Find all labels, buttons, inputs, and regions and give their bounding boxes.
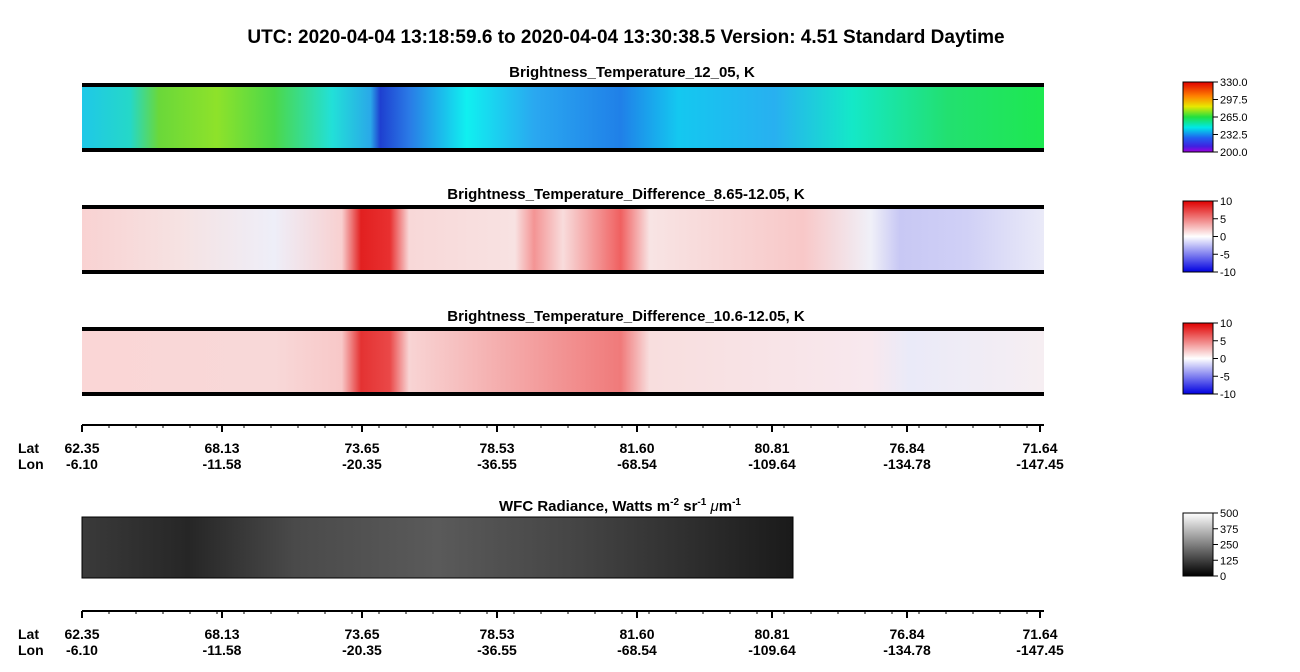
colorbar bbox=[1182, 322, 1214, 395]
lat-value: 62.35 bbox=[64, 440, 99, 456]
colorbar-label: 330.0 bbox=[1220, 77, 1248, 89]
colorbar-label: -5 bbox=[1220, 249, 1230, 261]
lon-value: -11.58 bbox=[203, 456, 242, 472]
colorbar-label: 250 bbox=[1220, 540, 1238, 552]
lon-value: -134.78 bbox=[883, 456, 931, 472]
title-part: μ bbox=[710, 498, 719, 515]
lat-value: 73.65 bbox=[344, 626, 379, 642]
lon-value: -134.78 bbox=[883, 642, 931, 658]
lon-value: -147.45 bbox=[1016, 642, 1064, 658]
title-part: WFC Radiance, Watts m bbox=[499, 498, 670, 515]
colorbar bbox=[1182, 81, 1214, 153]
colorbar-label: 0 bbox=[1220, 571, 1226, 583]
panel-title: WFC Radiance, Watts m-2 sr-1 μm-1 bbox=[499, 497, 741, 515]
colorbar-label: 265.0 bbox=[1220, 112, 1248, 124]
colorbar-label: 297.5 bbox=[1220, 95, 1248, 107]
colorbar-label: 375 bbox=[1220, 524, 1238, 536]
colorbar-label: 5 bbox=[1220, 214, 1226, 226]
panel-title: Brightness_Temperature_12_05, K bbox=[509, 64, 755, 81]
title: UTC: 2020-04-04 13:18:59.6 to 2020-04-04… bbox=[247, 27, 1004, 48]
panel-title: Brightness_Temperature_Difference_8.65-1… bbox=[447, 186, 805, 203]
image bbox=[81, 516, 794, 579]
lat-value: 81.60 bbox=[619, 440, 654, 456]
colorbars bbox=[1182, 81, 1214, 577]
colorbar-label: -10 bbox=[1220, 389, 1236, 401]
colorbar-label: 10 bbox=[1220, 318, 1232, 330]
lat-value: 76.84 bbox=[889, 440, 924, 456]
colorbar-label: -10 bbox=[1220, 267, 1236, 279]
title-part: -2 bbox=[670, 497, 679, 508]
lon-value: -36.55 bbox=[477, 642, 517, 658]
lat-value: 76.84 bbox=[889, 626, 924, 642]
colorbar bbox=[1182, 200, 1214, 273]
lon-value: -68.54 bbox=[617, 456, 657, 472]
lat-value: 62.35 bbox=[64, 626, 99, 642]
colorbar-label: 125 bbox=[1220, 555, 1238, 567]
lon-value: -20.35 bbox=[342, 456, 382, 472]
colorbar-label: 0 bbox=[1220, 232, 1226, 244]
colorbar-label: 500 bbox=[1220, 508, 1238, 520]
lon-value: -109.64 bbox=[748, 456, 796, 472]
title-part: sr bbox=[679, 498, 698, 515]
lon-value: -6.10 bbox=[66, 456, 98, 472]
image bbox=[82, 85, 1044, 150]
title-part: -1 bbox=[697, 497, 706, 508]
lat-label: Lat bbox=[18, 440, 39, 456]
colorbar-label: 0 bbox=[1220, 354, 1226, 366]
lat-value: 80.81 bbox=[754, 626, 789, 642]
lon-value: -36.55 bbox=[477, 456, 517, 472]
colorbar-label: 232.5 bbox=[1220, 130, 1248, 142]
lat-value: 73.65 bbox=[344, 440, 379, 456]
images bbox=[81, 83, 1044, 579]
lat-value: 78.53 bbox=[479, 626, 514, 642]
lat-value: 71.64 bbox=[1022, 626, 1057, 642]
lon-value: -109.64 bbox=[748, 642, 796, 658]
lat-value: 78.53 bbox=[479, 440, 514, 456]
colorbar-label: -5 bbox=[1220, 371, 1230, 383]
colorbar bbox=[1182, 512, 1214, 577]
lat-value: 68.13 bbox=[204, 440, 239, 456]
title-part: m bbox=[719, 498, 732, 515]
colorbar-label: 5 bbox=[1220, 336, 1226, 348]
panel-title: Brightness_Temperature_Difference_10.6-1… bbox=[447, 308, 805, 325]
lon-value: -20.35 bbox=[342, 642, 382, 658]
lat-label: Lat bbox=[18, 626, 39, 642]
lon-label: Lon bbox=[18, 456, 44, 472]
colorbar-label: 10 bbox=[1220, 196, 1232, 208]
image bbox=[82, 329, 1044, 394]
lon-value: -6.10 bbox=[66, 642, 98, 658]
lon-label: Lon bbox=[18, 642, 44, 658]
lat-value: 81.60 bbox=[619, 626, 654, 642]
image bbox=[82, 207, 1044, 272]
lat-value: 80.81 bbox=[754, 440, 789, 456]
lon-value: -68.54 bbox=[617, 642, 657, 658]
lon-value: -147.45 bbox=[1016, 456, 1064, 472]
title-part: -1 bbox=[732, 497, 741, 508]
lon-value: -11.58 bbox=[203, 642, 242, 658]
lat-value: 68.13 bbox=[204, 626, 239, 642]
lat-value: 71.64 bbox=[1022, 440, 1057, 456]
colorbar-label: 200.0 bbox=[1220, 147, 1248, 159]
